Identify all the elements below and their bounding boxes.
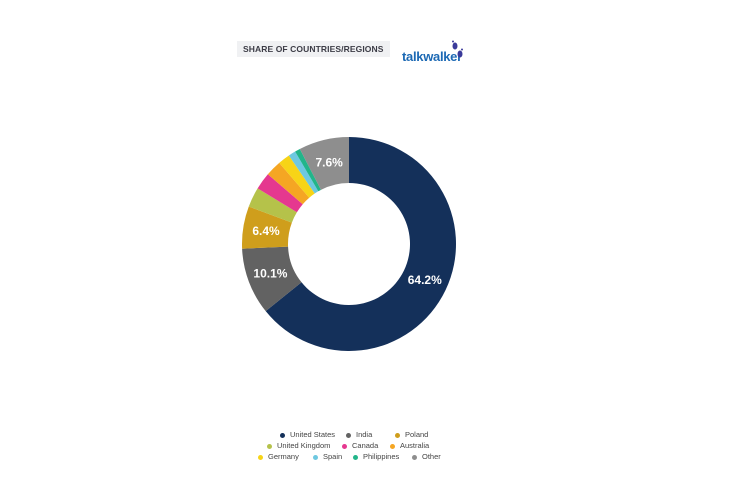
legend-dot-icon (280, 432, 285, 438)
slice-spain[interactable] (288, 151, 319, 194)
legend-dot-icon (267, 443, 272, 449)
legend-dot-icon (395, 432, 400, 438)
legend-label: Poland (405, 430, 429, 439)
slice-united-states[interactable] (265, 137, 456, 351)
legend-dot-icon (313, 454, 318, 460)
legend-label: Germany (268, 452, 299, 461)
data-label: 6.4% (252, 224, 280, 238)
legend-label: United Kingdom (277, 441, 331, 450)
chart-title: SHARE OF COUNTRIES/REGIONS (237, 41, 390, 57)
legend-label: Philippines (363, 452, 400, 461)
slice-canada[interactable] (257, 174, 303, 213)
logo-text: talkwalker (402, 49, 462, 64)
slice-united-kingdom[interactable] (248, 188, 297, 223)
slice-other[interactable] (299, 137, 349, 190)
data-label: 7.6% (315, 155, 343, 169)
footprints-icon (452, 40, 463, 58)
slice-philippines[interactable] (295, 148, 321, 192)
legend-dot-icon (353, 454, 358, 460)
legend-item[interactable]: Philippines (353, 452, 399, 461)
legend-label: India (356, 430, 373, 439)
legend-item[interactable]: United Kingdom (267, 441, 330, 450)
slice-australia[interactable] (267, 162, 310, 205)
legend-item[interactable]: United States (280, 430, 335, 439)
legend-item[interactable]: Germany (258, 452, 299, 461)
legend-label: United States (290, 430, 336, 439)
legend-label: Other (422, 452, 441, 461)
slice-india[interactable] (242, 246, 302, 312)
legend-label: Canada (352, 441, 379, 450)
legend-dot-icon (412, 454, 417, 460)
legend-dot-icon (258, 454, 263, 460)
legend-label: Spain (323, 452, 343, 461)
legend-item[interactable]: Poland (395, 430, 428, 439)
legend-label: Australia (400, 441, 430, 450)
data-label: 64.2% (408, 273, 442, 287)
legend-dot-icon (342, 443, 347, 449)
legend-item[interactable]: Other (412, 452, 441, 461)
legend-dot-icon (390, 443, 395, 449)
legend-item[interactable]: Canada (342, 441, 378, 450)
legend-item[interactable]: Spain (313, 452, 342, 461)
slice-poland[interactable] (241, 206, 292, 249)
legend-dot-icon (346, 432, 351, 438)
legend-item[interactable]: Australia (390, 441, 429, 450)
slice-germany[interactable] (279, 155, 315, 198)
data-label: 10.1% (253, 267, 287, 281)
legend-item[interactable]: India (346, 430, 372, 439)
